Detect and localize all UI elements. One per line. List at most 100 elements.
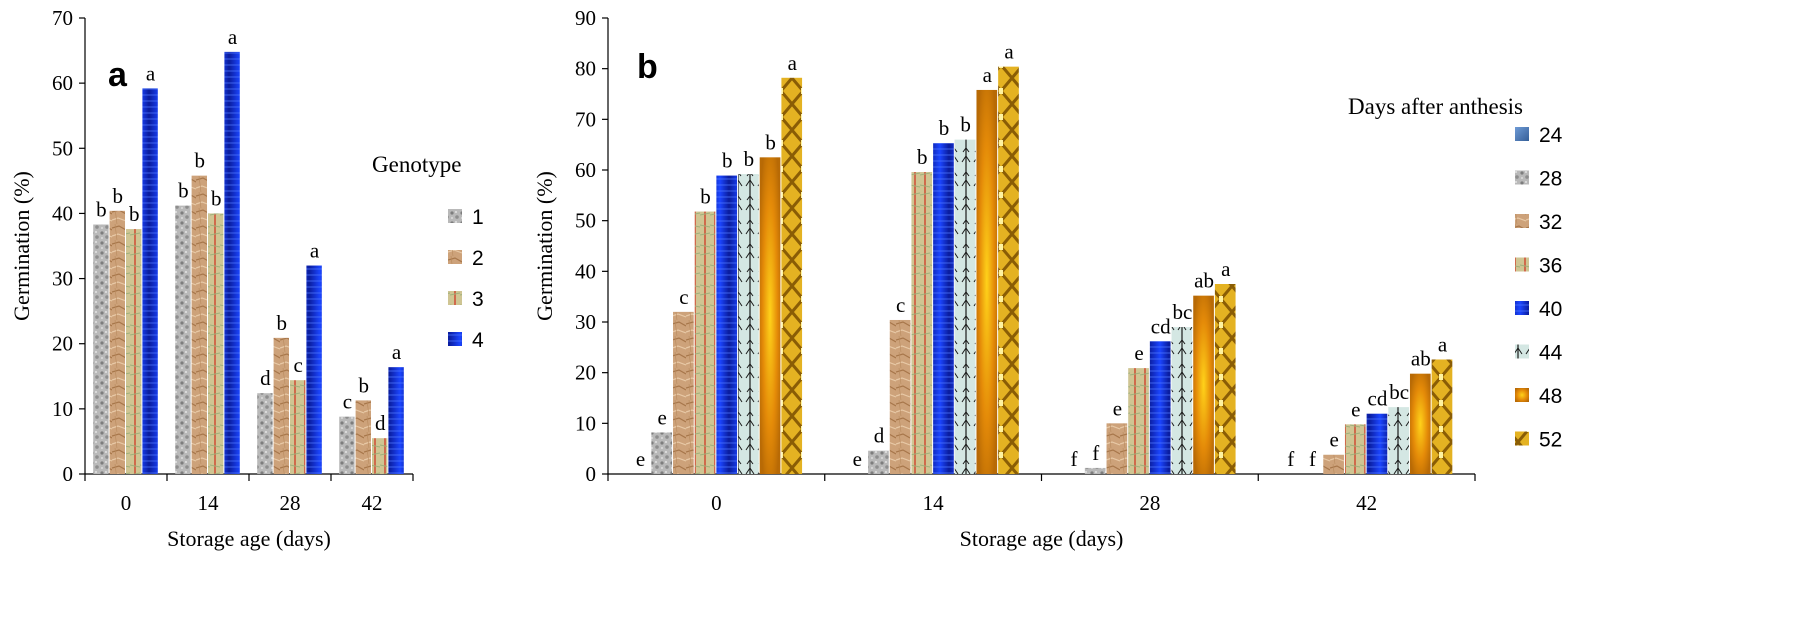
- legend-swatch: [1515, 431, 1529, 446]
- legend-label: 24: [1539, 124, 1563, 147]
- bar: [954, 139, 976, 474]
- significance-letter: b: [722, 149, 733, 173]
- bar: [911, 172, 933, 474]
- significance-letter: ab: [1411, 347, 1431, 371]
- significance-letter: cd: [1151, 314, 1171, 338]
- y-tick-label: 50: [575, 209, 596, 233]
- significance-letter: d: [874, 424, 885, 448]
- bar: [673, 311, 694, 474]
- bar: [759, 157, 781, 475]
- x-tick-label: 14: [198, 491, 220, 515]
- bar: [388, 367, 404, 474]
- significance-letter: e: [853, 447, 862, 471]
- y-tick-label: 60: [575, 158, 596, 182]
- bar: [1409, 373, 1431, 474]
- y-tick-label: 80: [575, 57, 596, 81]
- bar: [781, 77, 803, 474]
- significance-letter: e: [1329, 428, 1338, 452]
- significance-letter: a: [392, 340, 402, 364]
- bar: [355, 400, 371, 474]
- bar: [1084, 467, 1106, 474]
- bar: [1171, 327, 1193, 474]
- significance-letter: c: [343, 390, 352, 414]
- significance-letter: a: [146, 61, 156, 85]
- bar: [1214, 284, 1236, 474]
- significance-letter: b: [744, 147, 755, 171]
- y-tick-label: 30: [52, 267, 73, 291]
- legend-swatch: [448, 209, 462, 223]
- bar: [998, 66, 1019, 474]
- significance-letter: b: [700, 185, 711, 209]
- x-axis-title: Storage age (days): [167, 526, 331, 551]
- bar: [142, 88, 158, 475]
- significance-letter: f: [1309, 447, 1316, 471]
- significance-letter: b: [359, 373, 370, 397]
- significance-letter: b: [178, 179, 189, 203]
- legend-label: 2: [472, 247, 484, 270]
- significance-letter: b: [960, 113, 971, 137]
- bar: [1106, 423, 1128, 474]
- significance-letter: b: [113, 184, 124, 208]
- x-tick-label: 28: [1139, 491, 1160, 515]
- legend-title: Days after anthesis: [1348, 94, 1523, 119]
- y-tick-label: 60: [52, 71, 73, 95]
- legend-label: 4: [472, 329, 484, 352]
- bar: [1431, 359, 1453, 474]
- y-axis-title: Germination (%): [532, 171, 557, 321]
- significance-letter: bc: [1389, 380, 1409, 404]
- y-tick-label: 0: [586, 462, 597, 486]
- bar: [224, 51, 240, 474]
- bar: [306, 265, 322, 474]
- y-tick-label: 70: [575, 107, 596, 131]
- significance-letter: e: [1351, 397, 1360, 421]
- significance-letter: ab: [1194, 269, 1214, 293]
- bar: [1366, 413, 1388, 474]
- legend-title: Genotype: [372, 152, 461, 177]
- bar: [1388, 407, 1409, 474]
- panel-label: a: [108, 56, 128, 94]
- significance-letter: f: [1092, 441, 1099, 465]
- significance-letter: bc: [1172, 300, 1192, 324]
- y-tick-label: 10: [52, 397, 73, 421]
- significance-letter: c: [896, 293, 905, 317]
- significance-letter: a: [788, 51, 798, 75]
- bar: [290, 380, 306, 474]
- legend-label: 36: [1539, 255, 1562, 278]
- significance-letter: a: [1004, 40, 1014, 64]
- legend-swatch: [448, 291, 462, 305]
- legend-swatch: [1515, 388, 1529, 402]
- legend-label: 3: [472, 288, 484, 311]
- bar: [738, 174, 759, 474]
- legend-label: 1: [472, 206, 484, 229]
- significance-letter: e: [636, 447, 645, 471]
- bar: [372, 438, 388, 474]
- significance-letter: e: [1113, 396, 1122, 420]
- bar: [191, 175, 207, 474]
- legend-label: 48: [1539, 385, 1562, 408]
- x-tick-label: 42: [362, 491, 383, 515]
- y-axis-title: Germination (%): [9, 171, 34, 321]
- legend-swatch: [1515, 344, 1529, 359]
- significance-letter: c: [294, 353, 303, 377]
- x-tick-label: 14: [923, 491, 945, 515]
- legend-swatch: [448, 332, 462, 346]
- x-axis-title: Storage age (days): [960, 526, 1124, 551]
- y-tick-label: 90: [575, 6, 596, 30]
- y-tick-label: 40: [52, 201, 73, 225]
- legend-swatch: [1515, 214, 1529, 228]
- legend-label: 52: [1539, 429, 1562, 452]
- bar: [1149, 341, 1171, 474]
- legend-swatch: [1515, 170, 1529, 185]
- significance-letter: b: [129, 202, 140, 226]
- significance-letter: a: [983, 63, 993, 87]
- bar: [889, 319, 911, 474]
- x-tick-label: 0: [121, 491, 132, 515]
- significance-letter: b: [277, 311, 288, 335]
- panel-label: b: [637, 48, 658, 86]
- significance-letter: e: [658, 405, 667, 429]
- x-tick-label: 42: [1356, 491, 1377, 515]
- significance-letter: c: [679, 285, 688, 309]
- significance-letter: a: [310, 239, 320, 263]
